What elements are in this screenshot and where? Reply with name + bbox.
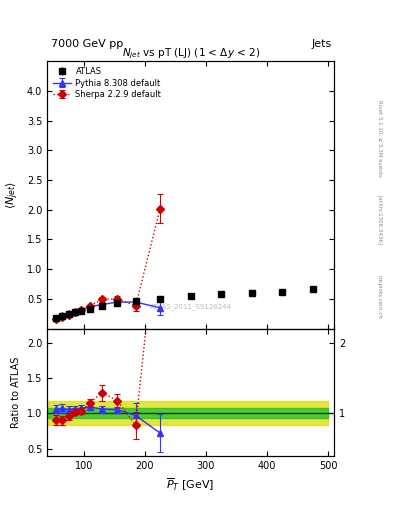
Text: 7000 GeV pp: 7000 GeV pp bbox=[51, 38, 123, 49]
Text: [arXiv:1306.3436]: [arXiv:1306.3436] bbox=[377, 195, 382, 245]
Legend: ATLAS, Pythia 8.308 default, Sherpa 2.2.9 default: ATLAS, Pythia 8.308 default, Sherpa 2.2.… bbox=[51, 66, 163, 101]
Text: Rivet 3.1.10, ≥ 3.3M events: Rivet 3.1.10, ≥ 3.3M events bbox=[377, 100, 382, 177]
Y-axis label: $\langle N_{jet}\rangle$: $\langle N_{jet}\rangle$ bbox=[5, 181, 21, 209]
Text: ATLAS_2011_S9126244: ATLAS_2011_S9126244 bbox=[150, 303, 231, 310]
Text: mcplots.cern.ch: mcplots.cern.ch bbox=[377, 275, 382, 319]
Text: Jets: Jets bbox=[312, 38, 332, 49]
Y-axis label: Ratio to ATLAS: Ratio to ATLAS bbox=[11, 356, 21, 428]
X-axis label: $\overline{P}_T$ [GeV]: $\overline{P}_T$ [GeV] bbox=[167, 476, 215, 493]
Title: $N_{jet}$ vs pT (LJ) (1 < $\Delta y$ < 2): $N_{jet}$ vs pT (LJ) (1 < $\Delta y$ < 2… bbox=[121, 47, 260, 61]
